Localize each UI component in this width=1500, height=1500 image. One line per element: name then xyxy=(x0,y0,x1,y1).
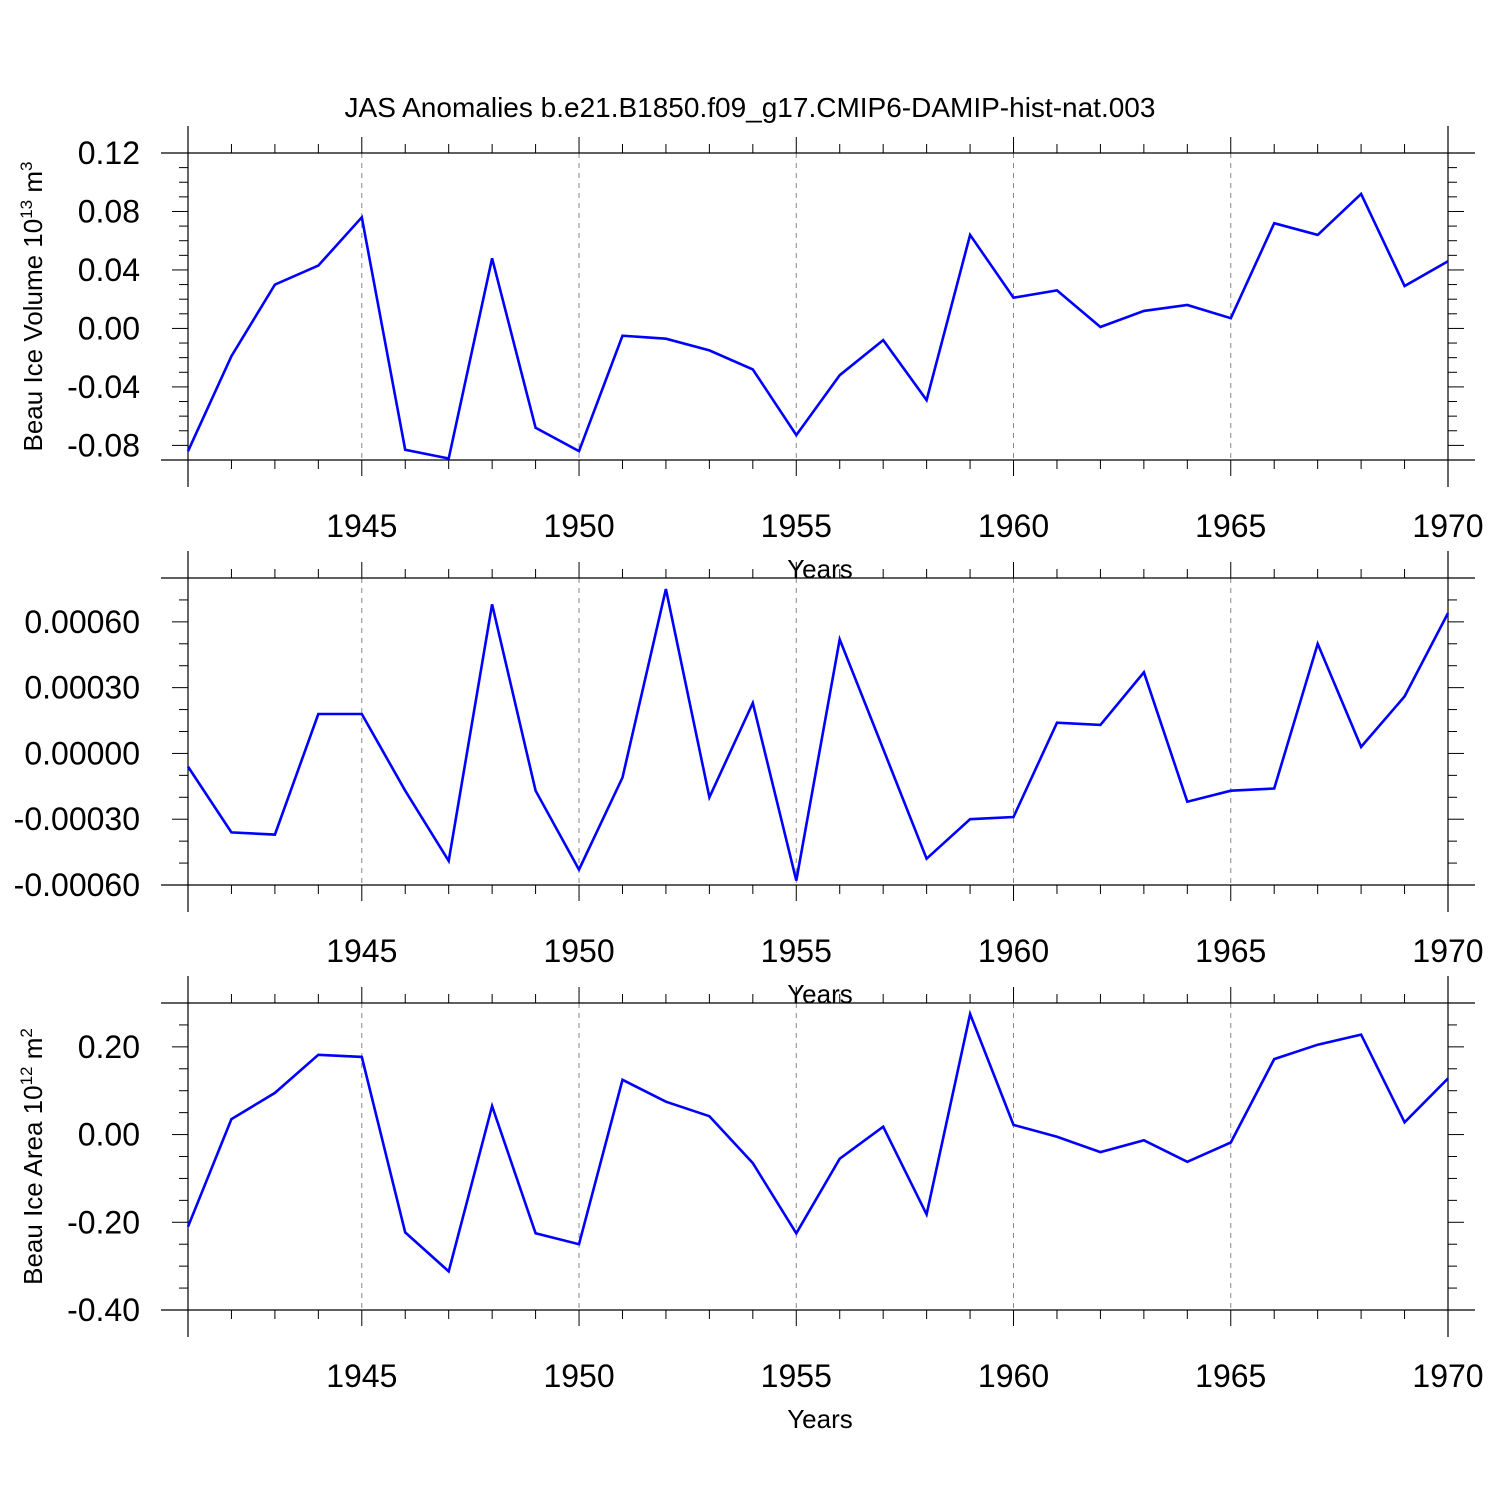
y-tick-label: -0.04 xyxy=(67,369,140,405)
series-line xyxy=(186,191,1449,461)
chart-panels: 1945 1950 1955 1960 1965 1970 -0.08 -0.04 0.00 0.… xyxy=(14,126,1484,1434)
y-tick-label: -0.08 xyxy=(67,427,140,463)
y-tick-label: 0.20 xyxy=(78,1029,140,1065)
x-tick-label: 1945 xyxy=(326,933,397,969)
y-tick-label: 0.12 xyxy=(78,135,140,171)
chart-title: JAS Anomalies b.e21.B1850.f09_g17.CMIP6-… xyxy=(345,92,1156,123)
x-tick-label: 1965 xyxy=(1195,933,1266,969)
x-axis-label: Years xyxy=(787,979,853,1009)
y-tick-label: 0.00000 xyxy=(24,735,140,771)
x-tick-label: 1965 xyxy=(1195,1358,1266,1394)
chart-panel-2: 1945 1950 1955 1960 1965 1970 -0.00060 -0.00030… xyxy=(14,551,1484,1009)
y-tick-label: -0.00030 xyxy=(14,801,140,837)
x-tick-label: 1950 xyxy=(543,933,614,969)
x-tick-label: 1960 xyxy=(978,1358,1049,1394)
series-line xyxy=(186,588,1450,881)
y-axis-label: Beau Ice Area 1012 m2 xyxy=(17,1028,48,1285)
x-tick-label: 1960 xyxy=(978,933,1049,969)
y-tick-label: 0.00 xyxy=(78,310,140,346)
y-tick-label: 0.04 xyxy=(78,252,140,288)
x-tick-label: 1960 xyxy=(978,508,1049,544)
y-tick-label: -0.20 xyxy=(67,1204,140,1240)
x-tick-label: 1955 xyxy=(761,933,832,969)
y-tick-label: 0.00060 xyxy=(24,604,140,640)
chart-panel-1: 1945 1950 1955 1960 1965 1970 -0.08 -0.04 0.00 0.… xyxy=(17,126,1484,584)
y-tick-label: -0.40 xyxy=(67,1292,140,1328)
series-line xyxy=(186,1009,1449,1274)
y-axis-label: Beau Ice Volume 1013 m3 xyxy=(17,162,48,452)
x-tick-label: 1945 xyxy=(326,1358,397,1394)
x-tick-label: 1970 xyxy=(1412,1358,1483,1394)
x-tick-label: 1950 xyxy=(543,508,614,544)
x-tick-label: 1965 xyxy=(1195,508,1266,544)
y-tick-label: 0.08 xyxy=(78,193,140,229)
x-tick-label: 1945 xyxy=(326,508,397,544)
chart-panel-3: 1945 1950 1955 1960 1965 1970 -0.40 -0.20 0.00 0.… xyxy=(17,976,1484,1434)
y-tick-label: 0.00030 xyxy=(24,670,140,706)
y-tick-label: 0.00 xyxy=(78,1117,140,1153)
x-axis-label: Years xyxy=(787,1404,853,1434)
x-tick-label: 1970 xyxy=(1412,933,1483,969)
x-axis-label: Years xyxy=(787,554,853,584)
x-tick-label: 1955 xyxy=(761,508,832,544)
x-tick-label: 1950 xyxy=(543,1358,614,1394)
x-tick-label: 1970 xyxy=(1412,508,1483,544)
y-tick-label: -0.00060 xyxy=(14,867,140,903)
x-tick-label: 1955 xyxy=(761,1358,832,1394)
